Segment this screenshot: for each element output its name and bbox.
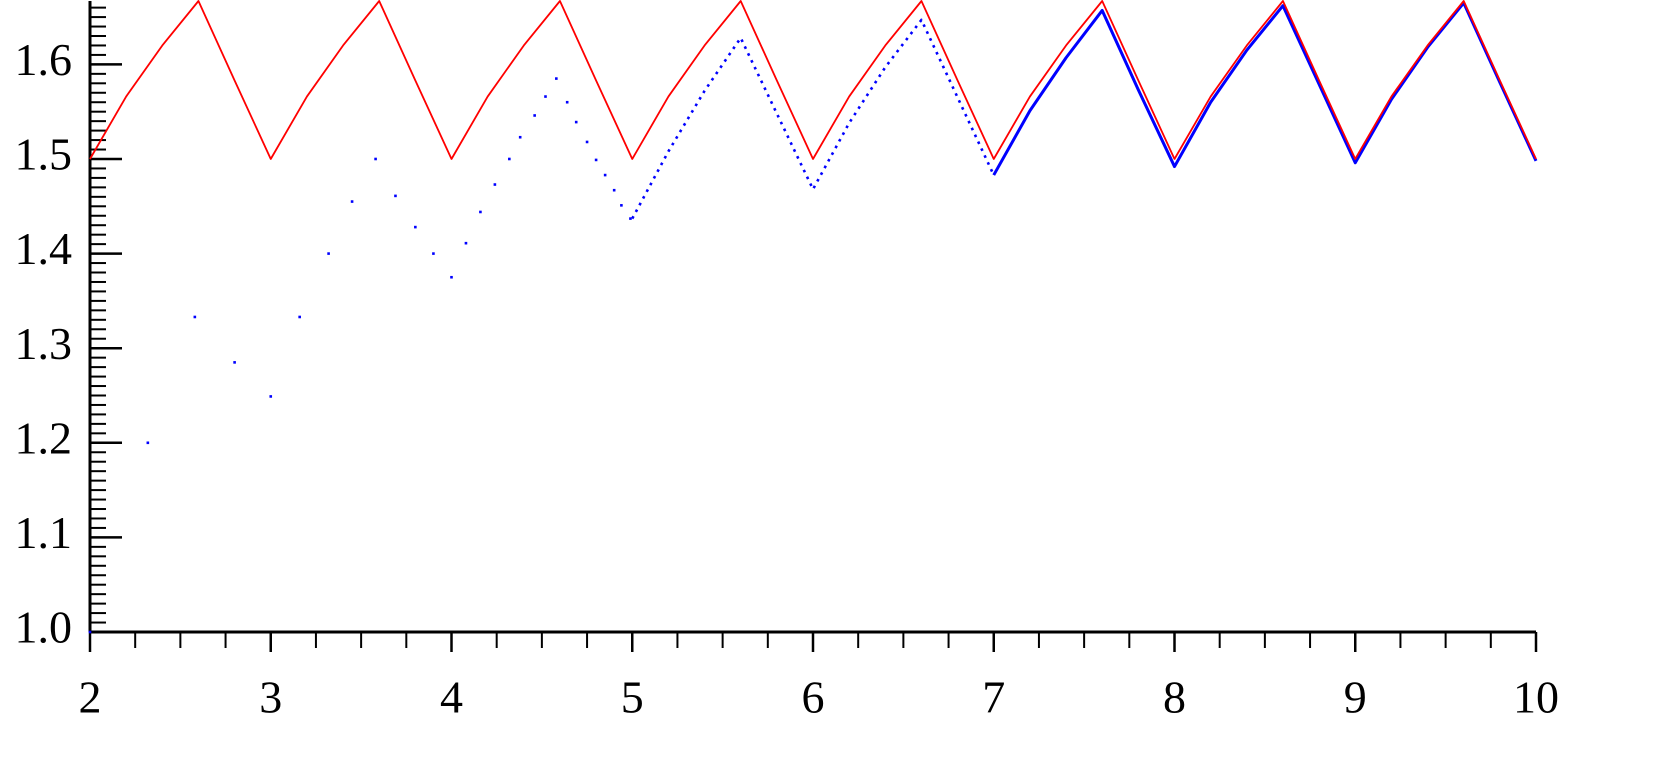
x-tick-label: 5 (621, 672, 644, 723)
data-point (374, 157, 377, 161)
data-point (585, 140, 589, 144)
data-point (533, 114, 536, 117)
y-tick-label: 1.0 (15, 602, 73, 653)
data-point (350, 200, 354, 203)
y-tick-label: 1.6 (15, 34, 73, 85)
data-point (88, 630, 92, 634)
data-point (327, 252, 330, 255)
y-tick-label: 1.2 (15, 412, 73, 463)
x-tick-label: 7 (982, 672, 1005, 723)
data-point (612, 188, 616, 192)
data-point (298, 315, 301, 319)
y-tick-label: 1.4 (15, 223, 73, 274)
data-point (394, 194, 397, 198)
series-line (631, 18, 995, 220)
data-point (518, 135, 522, 139)
series-line (992, 1, 1538, 176)
data-point (146, 441, 150, 445)
data-point (508, 157, 511, 161)
x-tick-label: 3 (259, 672, 282, 723)
y-tick-label: 1.1 (15, 507, 73, 558)
y-tick-label: 1.3 (15, 318, 73, 369)
data-point (414, 225, 417, 229)
data-point (629, 217, 632, 220)
data-point (464, 241, 468, 245)
data-point (493, 183, 497, 186)
x-tick-label: 10 (1513, 672, 1559, 723)
data-point (544, 95, 547, 98)
data-point (193, 315, 197, 319)
data-point (450, 275, 453, 279)
x-tick-label: 2 (79, 672, 102, 723)
x-tick-label: 6 (802, 672, 825, 723)
y-tick-label: 1.5 (15, 129, 73, 180)
data-point (603, 173, 607, 177)
series-line (89, 0, 1537, 160)
data-point (479, 210, 482, 214)
data-point (432, 252, 435, 255)
data-point (620, 204, 623, 207)
x-tick-label: 4 (440, 672, 463, 723)
x-tick-label: 8 (1163, 672, 1186, 723)
data-point (574, 120, 578, 124)
data-point (594, 158, 598, 162)
data-point (565, 100, 569, 104)
x-tick-label: 9 (1344, 672, 1367, 723)
data-point (555, 77, 558, 80)
data-point (269, 395, 273, 398)
data-point (233, 361, 236, 364)
